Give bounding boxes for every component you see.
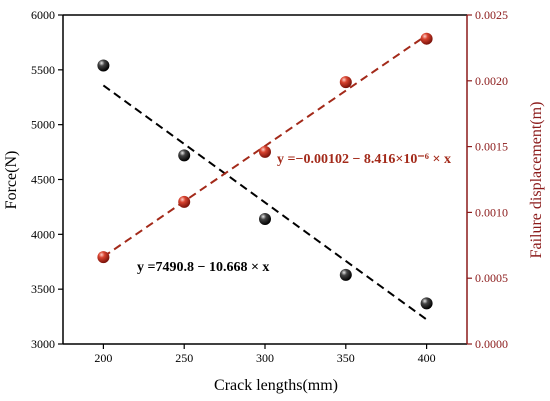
- x-tick-label: 200: [94, 351, 112, 365]
- displacement-point: [178, 195, 191, 208]
- y-right-tick-label: 0.0020: [475, 74, 508, 88]
- x-tick-label: 350: [337, 351, 355, 365]
- x-tick-label: 250: [175, 351, 193, 365]
- y-left-tick-label: 6000: [31, 8, 55, 22]
- y-left-tick-label: 5000: [31, 118, 55, 132]
- y-right-axis-title: Failure displacement(m): [528, 102, 545, 259]
- y-left-tick-label: 3000: [31, 337, 55, 351]
- axes: 200 250 300 350 400 3000 3500 4000 4500 5000 5500 6…: [31, 8, 508, 365]
- y-left-tick-label: 5500: [31, 63, 55, 77]
- y-right-tick-label: 0.0005: [475, 271, 508, 285]
- x-tick-label: 300: [256, 351, 274, 365]
- force-point: [420, 297, 433, 310]
- force-point: [339, 268, 352, 281]
- y-left-axis-title: Force(N): [3, 151, 20, 210]
- y-right-tick-label: 0.0000: [475, 337, 508, 351]
- displacement-fit-equation: y =−0.00102 − 8.416×10⁻⁶ × x: [277, 152, 451, 167]
- y-right-tick-label: 0.0025: [475, 8, 508, 22]
- fit-lines: [102, 34, 428, 321]
- displacement-point: [339, 76, 352, 89]
- data-points: [97, 32, 433, 310]
- force-fit-equation: y =7490.8 − 10.668 × x: [137, 260, 269, 275]
- force-fit-line: [102, 84, 428, 321]
- x-axis-title: Crack lengths(mm): [214, 377, 338, 394]
- y-left-tick-label: 4500: [31, 173, 55, 187]
- force-point: [259, 212, 271, 225]
- displacement-point: [97, 251, 110, 264]
- force-point: [178, 149, 191, 162]
- displacement-point: [259, 145, 271, 158]
- displacement-point: [420, 32, 433, 45]
- x-tick-label: 400: [418, 351, 436, 365]
- y-right-tick-label: 0.0010: [475, 205, 508, 219]
- y-left-tick-label: 4000: [31, 227, 55, 241]
- force-point: [97, 59, 110, 72]
- y-right-tick-label: 0.0015: [475, 140, 508, 154]
- y-left-tick-label: 3500: [31, 282, 55, 296]
